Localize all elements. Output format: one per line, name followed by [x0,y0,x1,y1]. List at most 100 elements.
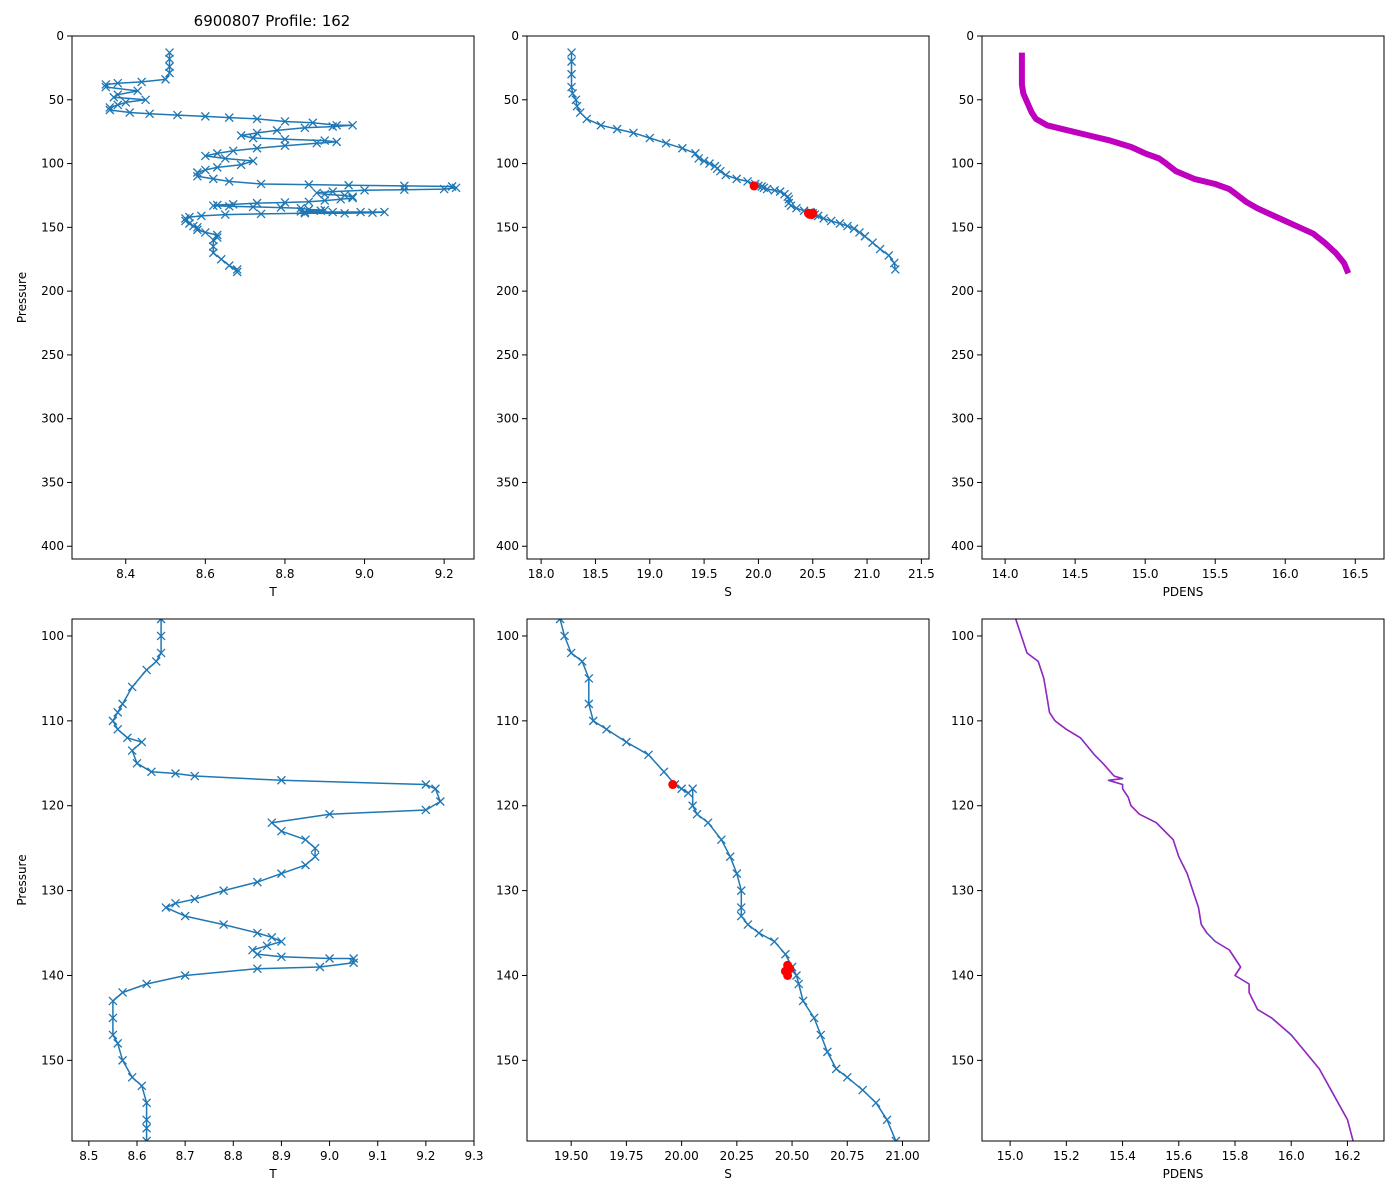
data-point-marker [113,724,123,734]
data-point-marker [677,784,687,794]
data-point-marker [567,69,577,79]
data-point-marker [792,971,801,980]
data-point-marker [842,1072,852,1082]
y-tick-label: 130 [496,884,519,898]
panel-top-s: 18.0 18.5 19.0 19.5 20.0 20.5 21.0 21.5 0 50 100 15… [496,29,935,599]
data-point-marker [190,894,200,904]
data-point-marker [325,954,335,963]
data-point-marker [312,188,322,198]
data-point-marker [360,185,370,195]
x-tick-label: 19.5 [691,567,718,581]
data-point-marker [113,100,123,110]
y-tick-label: 300 [951,412,974,426]
data-point-marker [252,949,262,959]
data-point-marker [732,869,742,879]
data-point-marker [356,207,366,217]
data-point-marker [732,174,742,184]
data-point-marker [677,143,687,153]
y-axis-label-top-t: Pressure [15,272,29,323]
x-tick-label: 9.0 [320,1149,339,1163]
x-tick-label: 19.50 [554,1149,588,1163]
data-point-marker [819,213,829,223]
x-tick-label: 21.5 [908,567,935,581]
y-tick-label: 150 [951,1053,974,1067]
data-point-marker [276,203,286,213]
data-point-marker [248,202,258,212]
y-tick-label: 250 [951,348,974,362]
data-point-marker [703,818,713,828]
data-point-marker [101,82,111,92]
data-point-marker [127,1072,137,1082]
data-point-marker [280,141,290,151]
plot-area-top-t [101,48,461,277]
data-point-marker [645,133,655,143]
y-tick-label: 400 [41,539,64,553]
data-point-marker [212,230,222,240]
data-point-marker [572,101,582,111]
y-tick-label: 140 [951,968,974,982]
series-line-bottom-s [559,619,897,1141]
y-tick-label: 300 [496,412,519,426]
data-point-marker [560,631,570,641]
data-point-marker [320,196,330,206]
data-point-marker [300,207,310,217]
axes-frame-bottom-s [526,618,930,1142]
x-tick-label: 9.3 [464,1149,483,1163]
x-tick-label: 20.0 [745,567,772,581]
data-point-marker [858,1085,868,1095]
flagged-point [804,209,814,219]
data-point-marker [860,231,870,241]
y-tick-label: 100 [41,629,64,643]
data-point-marker [304,197,314,207]
data-point-marker [108,1030,118,1040]
data-point-marker [849,224,859,234]
data-point-marker [328,187,338,197]
x-tick-label: 20.50 [775,1149,809,1163]
data-point-marker [236,131,246,140]
data-point-marker [224,201,234,211]
x-tick-label: 15.0 [997,1149,1024,1163]
data-point-marker [884,250,894,260]
data-point-marker [224,176,234,186]
x-tick-label: 19.0 [636,567,663,581]
data-point-marker [843,221,852,231]
y-tick-label: 110 [41,714,64,728]
data-point-marker [300,123,310,133]
y-tick-label: 0 [56,29,64,43]
axes-frame-top-t [71,35,475,560]
data-point-marker [200,151,210,161]
flagged-point [783,970,793,980]
axes-frame-bottom-t [71,618,475,1142]
data-point-marker [161,74,170,84]
data-point-marker [567,48,577,58]
data-point-marker [196,211,206,221]
x-tick-label: 8.7 [176,1149,195,1163]
data-point-marker [688,784,698,794]
data-point-marker [659,767,669,777]
data-point-marker [141,95,151,105]
x-tick-label: 14.5 [1062,567,1089,581]
data-point-marker [151,656,161,666]
x-tick-label: 14.0 [992,567,1019,581]
data-point-marker [855,227,864,237]
data-point-marker [566,648,576,658]
data-point-marker [208,235,218,245]
data-point-marker [200,111,210,121]
y-tick-label: 200 [41,284,64,298]
data-point-marker [173,110,182,120]
data-point-marker [108,996,118,1006]
data-point-marker [754,928,764,938]
data-point-marker [232,267,242,277]
y-tick-label: 350 [41,475,64,489]
data-point-marker [312,138,322,148]
data-point-marker [184,219,194,228]
data-point-marker [127,682,137,692]
data-point-marker [280,198,290,207]
data-point-marker [108,1013,118,1023]
y-tick-label: 150 [41,1053,64,1067]
x-tick-label: 8.5 [79,1149,98,1163]
data-point-marker [435,797,445,806]
data-point-marker [208,174,218,184]
data-point-marker [325,809,335,819]
data-point-marker [602,724,611,734]
